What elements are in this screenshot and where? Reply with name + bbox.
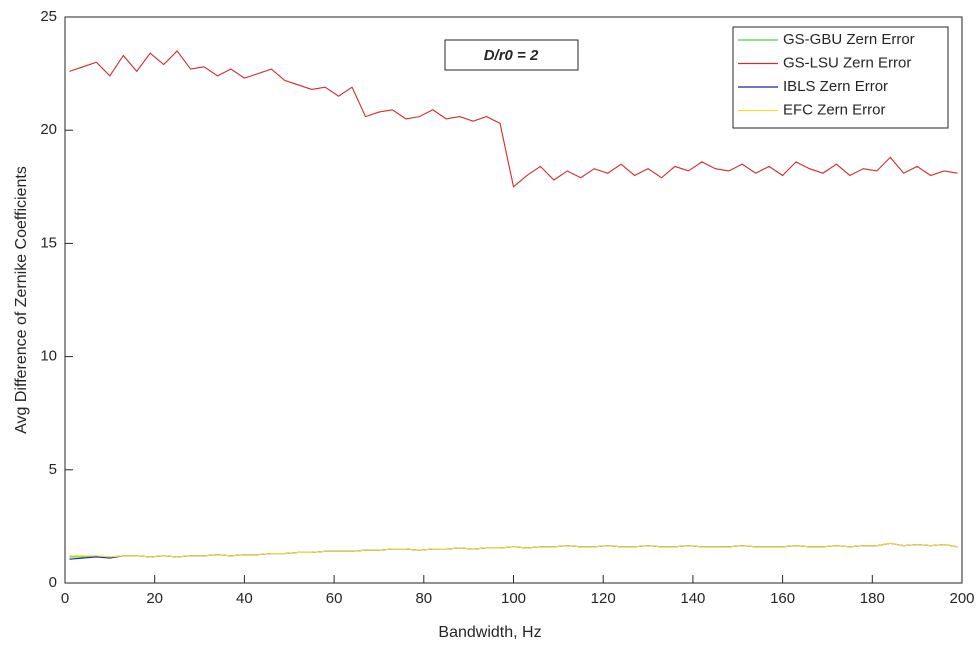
x-axis-label: Bandwidth, Hz bbox=[438, 624, 541, 641]
y-tick-label: 25 bbox=[40, 8, 57, 25]
x-tick-label: 200 bbox=[949, 590, 974, 607]
series-line bbox=[69, 542, 958, 558]
legend-label: GS-LSU Zern Error bbox=[783, 54, 911, 71]
x-tick-label: 140 bbox=[680, 590, 705, 607]
x-tick-label: 60 bbox=[326, 590, 343, 607]
x-tick-label: 0 bbox=[61, 590, 69, 607]
y-tick-label: 0 bbox=[49, 574, 57, 591]
legend-label: EFC Zern Error bbox=[783, 101, 886, 118]
legend-box bbox=[732, 26, 949, 129]
y-tick-label: 5 bbox=[49, 461, 57, 478]
x-tick-label: 20 bbox=[146, 590, 163, 607]
series-line bbox=[69, 542, 958, 558]
legend-label: GS-GBU Zern Error bbox=[783, 31, 915, 48]
x-tick-label: 160 bbox=[770, 590, 795, 607]
x-tick-label: 120 bbox=[591, 590, 616, 607]
x-tick-label: 100 bbox=[501, 590, 526, 607]
x-tick-label: 40 bbox=[236, 590, 253, 607]
y-axis-label: Avg Difference of Zernike Coefficients bbox=[13, 166, 30, 434]
legend-label: IBLS Zern Error bbox=[783, 78, 888, 95]
y-tick-label: 20 bbox=[40, 121, 57, 138]
y-tick-label: 15 bbox=[40, 234, 57, 251]
series-line bbox=[69, 542, 958, 560]
annotation-box bbox=[444, 39, 579, 71]
series-line bbox=[69, 50, 958, 188]
y-tick-label: 10 bbox=[40, 348, 57, 365]
annotation: D/r0 = 2 bbox=[484, 47, 539, 64]
x-tick-label: 80 bbox=[415, 590, 432, 607]
x-tick-label: 180 bbox=[860, 590, 885, 607]
